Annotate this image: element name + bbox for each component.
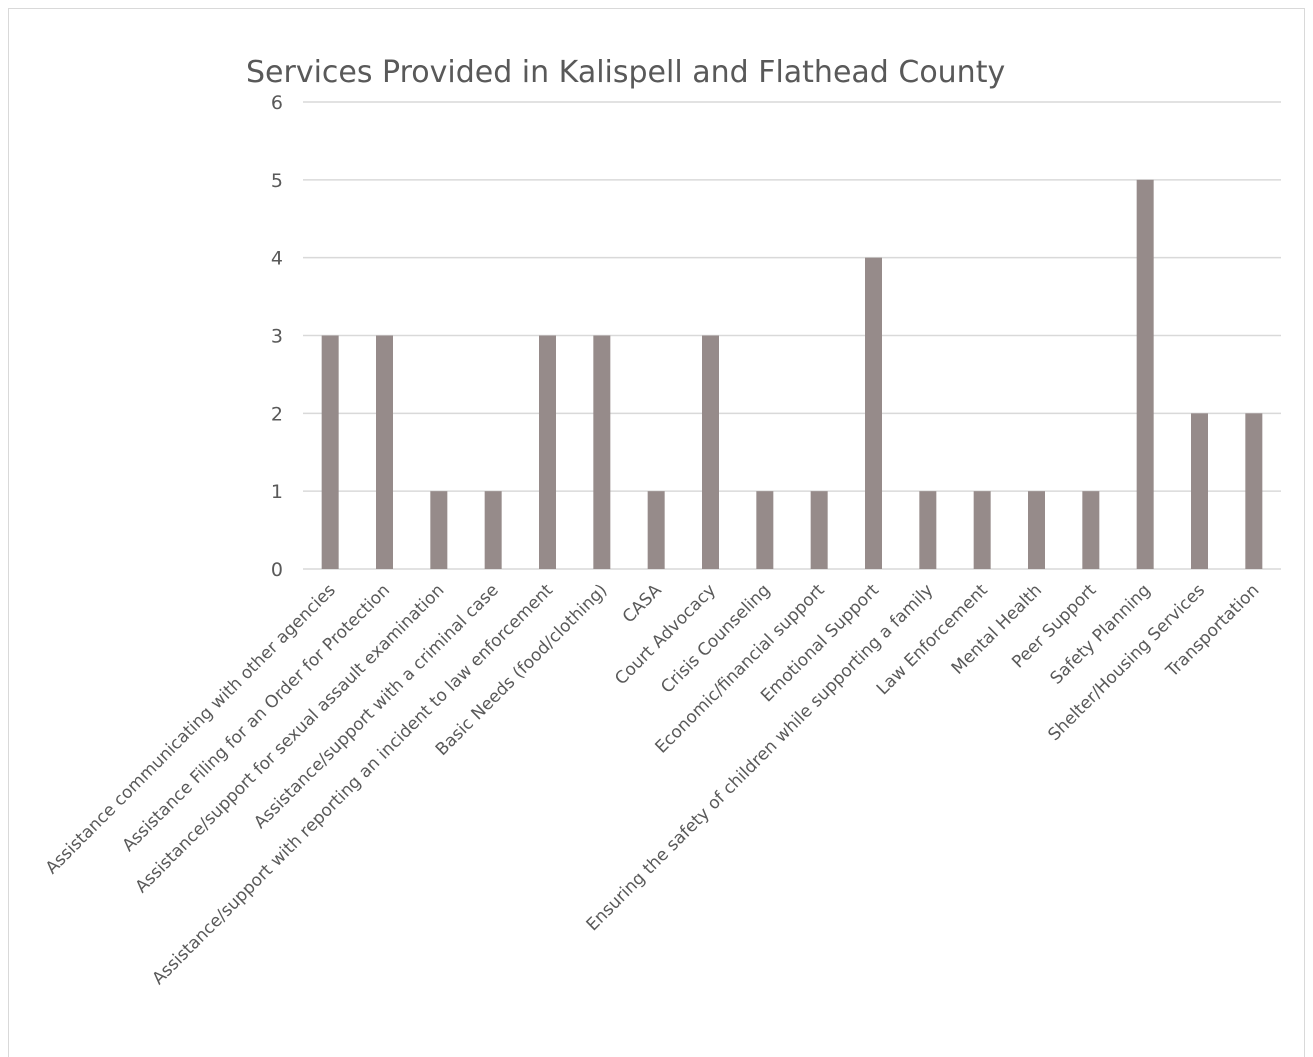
x-tick-label: Safety Planning xyxy=(1047,580,1155,688)
y-tick-label: 4 xyxy=(271,248,283,270)
bar-10 xyxy=(865,257,882,569)
bar-9 xyxy=(810,491,828,569)
bar-3 xyxy=(484,491,502,569)
y-tick-label: 0 xyxy=(271,559,283,581)
x-tick-label: Transportation xyxy=(1162,580,1264,682)
x-tick-label: Court Advocacy xyxy=(611,580,720,689)
bar-1 xyxy=(376,335,393,569)
x-tick-label: CASA xyxy=(619,580,666,627)
bar-16 xyxy=(1191,413,1208,569)
bar-7 xyxy=(702,335,719,569)
chart-title: Services Provided in Kalispell and Flath… xyxy=(246,55,1005,90)
bars xyxy=(321,179,1263,570)
bar-14 xyxy=(1082,491,1100,569)
y-tick-label: 5 xyxy=(271,170,283,192)
bar-5 xyxy=(593,335,611,569)
y-tick-label: 3 xyxy=(271,326,283,348)
x-axis-ticks: Assistance communicating with other agen… xyxy=(42,580,1264,989)
bar-15 xyxy=(1136,179,1154,570)
y-axis-ticks: 0 1 2 3 4 5 6 xyxy=(271,92,283,581)
gridlines xyxy=(303,101,1281,570)
x-tick-label: Assistance/support with reporting an inc… xyxy=(149,580,558,989)
bar-11 xyxy=(919,491,937,569)
bar-4 xyxy=(539,335,556,569)
bar-17 xyxy=(1245,413,1263,569)
y-tick-label: 2 xyxy=(271,403,283,425)
bar-6 xyxy=(647,491,665,569)
y-tick-label: 1 xyxy=(271,481,283,503)
bar-0 xyxy=(321,335,339,569)
bar-12 xyxy=(973,491,991,569)
y-tick-label: 6 xyxy=(271,92,283,114)
bar-8 xyxy=(756,491,774,569)
bar-2 xyxy=(430,491,448,569)
bar-13 xyxy=(1028,491,1045,569)
